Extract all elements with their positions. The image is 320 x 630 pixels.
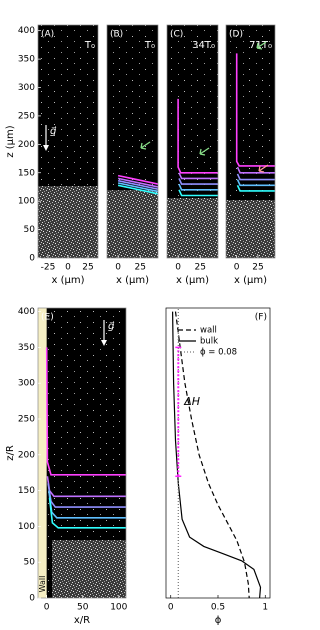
y-tick-label: 300 (18, 83, 35, 93)
x-tick-label: 25 (195, 263, 206, 273)
x-tick-label: 1 (262, 603, 268, 613)
profile-line (117, 177, 158, 188)
y-tick-label: 300 (18, 379, 35, 389)
packed-bed (107, 190, 158, 258)
legend-label: bulk (200, 337, 218, 347)
packed-bed (38, 186, 98, 258)
packed-bed (52, 540, 126, 598)
x-tick-label: 25 (82, 263, 93, 273)
y-tick-label: 150 (18, 168, 35, 178)
profile-line (174, 311, 250, 598)
gravity-label: g⃗ (50, 126, 56, 137)
x-tick-label: 0 (175, 263, 181, 273)
profile-line (178, 189, 218, 197)
y-tick-label: 250 (18, 111, 35, 121)
x-tick-label: 25 (252, 263, 263, 273)
delta-h-label: ΔH (183, 395, 200, 408)
legend-label: ϕ = 0.08 (200, 348, 237, 358)
front-arrow (199, 147, 210, 156)
legend-label: wall (200, 326, 217, 336)
y-axis-label: z (μm) (5, 125, 16, 157)
panel-label: (E) (41, 313, 54, 323)
y-tick-label: 200 (18, 450, 35, 460)
panel-label: (F) (255, 313, 267, 323)
x-axis-label: x (μm) (176, 275, 209, 286)
front-arrow (256, 41, 267, 50)
panel-frame (166, 24, 219, 259)
profile-line (117, 179, 158, 190)
profile-line (117, 174, 158, 185)
x-tick-label: 0 (115, 263, 121, 273)
y-tick-label: 0 (29, 254, 35, 264)
x-tick-label: 0 (65, 263, 71, 273)
panel-frame (106, 24, 159, 259)
y-tick-label: 350 (18, 55, 35, 65)
profile-line (236, 184, 275, 192)
x-axis-label: x (μm) (234, 275, 267, 286)
panel-label: (B) (110, 30, 123, 40)
gravity-arrowhead (101, 340, 107, 346)
time-label: 34T₀ (192, 40, 215, 51)
profile-line (172, 311, 262, 598)
y-tick-label: 0 (29, 594, 35, 604)
x-tick-label: 0 (44, 603, 50, 613)
profile-line (178, 178, 218, 185)
x-axis-label: x (μm) (116, 275, 149, 286)
panel-label: (D) (229, 30, 243, 40)
y-axis-label: z/R (5, 445, 16, 461)
gravity-label: g⃗ (108, 321, 114, 332)
gravity-arrowhead (43, 145, 49, 151)
profile-line (236, 166, 275, 174)
front-arrow (258, 164, 269, 173)
y-tick-label: 250 (18, 414, 35, 424)
profile-line (236, 179, 275, 187)
profile-line (236, 173, 275, 181)
y-tick-label: 200 (18, 140, 35, 150)
y-tick-label: 150 (18, 486, 35, 496)
profile-line (117, 182, 158, 193)
wall-band (38, 308, 47, 598)
profile-line (235, 53, 275, 167)
y-tick-label: 400 (18, 307, 35, 317)
packed-bed (167, 198, 218, 258)
time-label: T₀ (144, 40, 155, 51)
y-tick-label: 50 (24, 558, 36, 568)
panel-background (166, 308, 270, 598)
packed-bed (226, 200, 275, 258)
profile-line (178, 172, 218, 180)
x-tick-label: 0.5 (211, 603, 225, 613)
profile-line (48, 497, 126, 529)
x-tick-label: 25 (135, 263, 146, 273)
x-tick-label: -25 (41, 263, 56, 273)
panel-frame (225, 24, 276, 259)
profile-line (177, 98, 218, 174)
x-tick-label: 100 (110, 603, 127, 613)
profile-line (45, 347, 126, 476)
x-tick-label: 0 (234, 263, 240, 273)
x-tick-label: 0 (168, 603, 174, 613)
time-label: T₀ (84, 40, 95, 51)
panel-label: (A) (41, 30, 54, 40)
x-axis-label: ϕ (215, 615, 222, 626)
y-tick-label: 350 (18, 343, 35, 353)
x-tick-label: 50 (77, 603, 89, 613)
profile-line (117, 184, 158, 195)
y-tick-label: 100 (18, 522, 35, 532)
wall-label: Wall (38, 576, 47, 593)
profile-line (178, 183, 218, 191)
x-axis-label: x/R (74, 615, 90, 626)
y-tick-label: 400 (18, 26, 35, 36)
y-tick-label: 100 (18, 197, 35, 207)
y-tick-label: 50 (24, 225, 36, 235)
panel-frame (37, 307, 127, 599)
x-axis-label: x (μm) (51, 275, 84, 286)
front-arrow (140, 141, 151, 150)
panel-label: (C) (170, 30, 183, 40)
